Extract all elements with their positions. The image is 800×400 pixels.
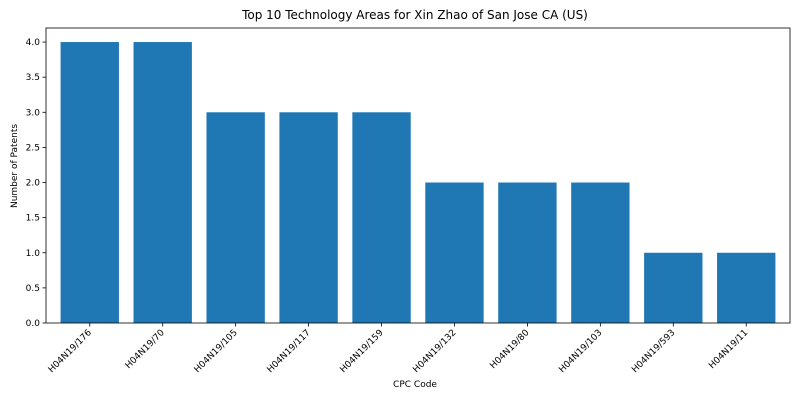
y-axis-ticks: 0.0 0.5 1.0 1.5 2.0 2.5 3.0 3.5 4.0 [26, 38, 46, 329]
y-tick-label: 2.5 [26, 143, 40, 153]
bar-h04n19-176 [61, 42, 119, 323]
x-tick-label: H04N19/80 [488, 328, 531, 371]
x-tick-label: H04N19/132 [411, 328, 458, 375]
x-axis-ticks: H04N19/176 H04N19/70 H04N19/105 H04N19/117 H… [47, 323, 751, 375]
y-tick-label: 3.5 [26, 73, 40, 83]
bar-h04n19-593 [644, 253, 702, 323]
bar-h04n19-11 [717, 253, 775, 323]
x-tick-label: H04N19/70 [124, 328, 167, 371]
bar-h04n19-132 [425, 183, 483, 323]
bar-h04n19-159 [352, 112, 410, 323]
x-tick-label: H04N19/103 [557, 328, 604, 375]
bar-h04n19-117 [279, 112, 337, 323]
bar-h04n19-105 [206, 112, 264, 323]
x-tick-label: H04N19/105 [193, 328, 240, 375]
chart-title: Top 10 Technology Areas for Xin Zhao of … [241, 8, 588, 22]
x-axis-title: CPC Code [393, 380, 437, 390]
y-tick-label: 0.0 [26, 319, 41, 329]
bar-h04n19-103 [571, 183, 629, 323]
x-tick-label: H04N19/159 [339, 328, 386, 375]
y-tick-label: 2.0 [26, 179, 41, 189]
x-tick-label: H04N19/176 [47, 328, 94, 375]
x-tick-label: H04N19/117 [266, 328, 313, 375]
y-tick-label: 4.0 [26, 38, 41, 48]
y-tick-label: 0.5 [26, 284, 40, 294]
y-tick-label: 1.5 [26, 214, 40, 224]
y-tick-label: 3.0 [26, 108, 41, 118]
bar-h04n19-70 [134, 42, 192, 323]
y-axis-title: Number of Patents [10, 124, 20, 208]
x-tick-label: H04N19/11 [707, 328, 750, 371]
bars-group [61, 42, 776, 323]
y-tick-label: 1.0 [26, 249, 41, 259]
bar-h04n19-80 [498, 183, 556, 323]
x-tick-label: H04N19/593 [630, 328, 677, 375]
